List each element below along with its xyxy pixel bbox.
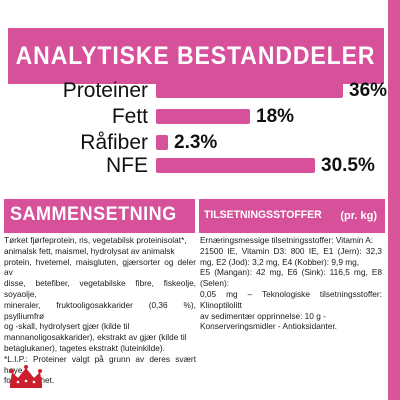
composition-line: betaglukaner), tagetes ekstrakt (luteink…: [4, 342, 165, 353]
analysis-row-fat: Fett 18%: [0, 105, 400, 129]
analysis-header: ANALYTISKE BESTANDDELER: [8, 28, 384, 84]
right-accent-strip: [388, 0, 400, 400]
analysis-section: ANALYTISKE BESTANDDELER Proteiner 36% Fe…: [0, 0, 400, 190]
page-title: ANALYTISKE BESTANDDELER: [16, 41, 376, 70]
additives-header: TILSETNINGSSTOFFER (pr. kg): [199, 199, 385, 233]
additives-title: TILSETNINGSSTOFFER: [204, 209, 322, 221]
additives-line: 0,05 mg – Teknologiske tilsetningsstoffe…: [200, 288, 382, 310]
composition-title: SAMMENSETNING: [10, 204, 177, 225]
row-value: 2.3%: [174, 132, 218, 153]
composition-section: SAMMENSETNING TILSETNINGSSTOFFER (pr. kg…: [0, 199, 400, 400]
row-bar: [156, 83, 343, 98]
composition-line: Tørket fjørfeprotein, ris, vegetabilsk p…: [4, 235, 187, 245]
row-value: 36%: [349, 80, 388, 101]
composition-line: mineraler, fruktooligosakkarider (0,36 %…: [4, 299, 196, 321]
royal-canin-crown-logo: [10, 365, 42, 388]
analysis-row-fiber: Råfiber 2.3%: [0, 131, 400, 155]
row-label: Råfiber: [80, 131, 148, 154]
analysis-row-nfe: NFE 30.5%: [0, 154, 400, 178]
composition-line: animalsk fett, maismel, hydrolysat av an…: [4, 245, 175, 256]
row-label: NFE: [106, 154, 148, 177]
row-bar: [156, 135, 168, 150]
additives-unit: (pr. kg): [340, 210, 377, 222]
row-value: 18%: [256, 106, 295, 127]
composition-header: SAMMENSETNING: [4, 199, 195, 233]
row-bar: [156, 158, 315, 173]
additives-line: av sedimentær opprinnelse: 10 g -: [200, 310, 326, 321]
additives-line: 21500 IE, Vitamin D3: 800 IE, E1 (Jern):…: [200, 245, 382, 267]
row-value: 30.5%: [321, 155, 375, 176]
row-label: Proteiner: [62, 79, 148, 102]
row-label: Fett: [111, 105, 148, 128]
additives-line: Konserveringsmidler - Antioksidanter.: [200, 321, 337, 332]
additives-text: Ernæringsmessige tilsetningsstoffer: Vit…: [200, 235, 382, 332]
composition-line: og -skall, hydrolysert gjær (kilde til: [4, 321, 130, 332]
row-bar: [156, 109, 250, 124]
analysis-row-protein: Proteiner 36%: [0, 79, 400, 103]
additives-line: Ernæringsmessige tilsetningsstoffer: Vit…: [200, 235, 374, 245]
composition-line: mannanoligosakkarider), ekstrakt av gjær…: [4, 332, 187, 343]
composition-line: protein, hvetemel, maisgluten, gjærsorte…: [4, 256, 196, 278]
additives-line: E5 (Mangan): 42 mg, E6 (Sink): 116,5 mg,…: [200, 267, 382, 289]
composition-line: disse, betefiber, vegetabilske fibre, fi…: [4, 278, 196, 299]
